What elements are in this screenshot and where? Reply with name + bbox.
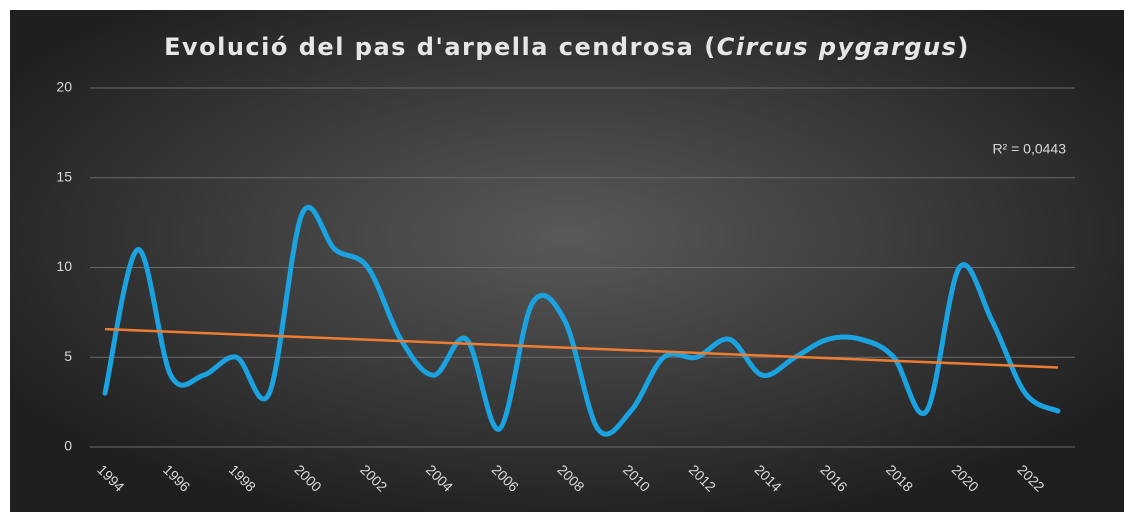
data-line xyxy=(102,204,1061,437)
trendline-annotation: R² = 0,0443 xyxy=(992,141,1066,157)
y-tick-label: 20 xyxy=(56,79,72,95)
chart-title: Evolució del pas d'arpella cendrosa (Cir… xyxy=(164,33,970,61)
y-tick-label: 15 xyxy=(56,168,72,184)
y-tick-label: 0 xyxy=(64,438,72,454)
trendline xyxy=(104,327,1059,369)
y-tick-label: 10 xyxy=(56,258,72,274)
chart-background xyxy=(10,10,1124,512)
title-part: Evolució del pas d'arpella cendrosa ( xyxy=(164,33,717,61)
title-part: Circus pygargus xyxy=(717,33,958,61)
title-part: ) xyxy=(957,33,969,61)
y-tick-label: 5 xyxy=(64,348,72,364)
